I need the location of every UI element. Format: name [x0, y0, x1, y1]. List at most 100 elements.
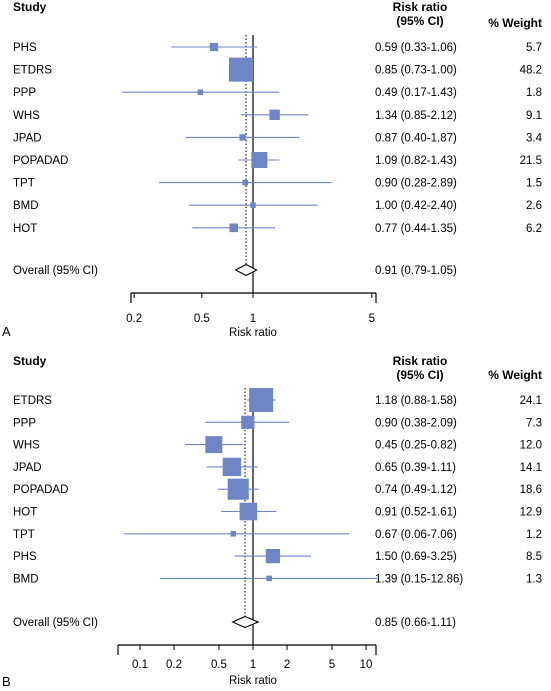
risk-ratio-ci-value: 0.65 (0.39-1.11)	[375, 462, 456, 474]
x-tick-label: 1	[250, 313, 256, 325]
study-name: TPT	[13, 178, 35, 190]
effect-size-square	[222, 457, 242, 477]
overall-diamond	[234, 263, 258, 277]
panel-letter: B	[2, 674, 11, 689]
header-study: Study	[13, 354, 47, 368]
study-name: PPP	[13, 417, 36, 429]
risk-ratio-ci-value: 1.00 (0.42-2.40)	[375, 200, 457, 212]
risk-ratio-ci-value: 0.77 (0.44-1.35)	[375, 223, 457, 235]
risk-ratio-ci-value: 0.87 (0.40-1.87)	[375, 132, 457, 144]
overall-ci-value: 0.85 (0.66-1.11)	[375, 617, 456, 629]
effect-size-square	[265, 548, 281, 564]
x-tick-label: 0.5	[194, 313, 210, 325]
study-name: PPP	[13, 87, 36, 99]
effect-size-square	[205, 436, 223, 454]
study-name: ETDRS	[13, 65, 52, 77]
weight-value: 1.5	[526, 178, 542, 190]
weight-value: 12.9	[520, 507, 542, 519]
weight-value: 24.1	[520, 395, 542, 407]
study-name: HOT	[13, 223, 37, 235]
risk-ratio-ci-value: 0.90 (0.38-2.09)	[375, 417, 457, 429]
study-name: HOT	[13, 507, 37, 519]
weight-value: 1.8	[526, 87, 542, 99]
effect-size-square	[239, 134, 246, 141]
risk-ratio-ci-value: 0.49 (0.17-1.43)	[375, 87, 457, 99]
weight-value: 1.2	[526, 529, 542, 541]
risk-ratio-ci-value: 0.67 (0.06-7.06)	[375, 529, 457, 541]
x-tick-label: 5	[369, 313, 375, 325]
risk-ratio-ci-value: 0.59 (0.33-1.06)	[375, 42, 457, 54]
header-risk-ratio: Risk ratio	[393, 0, 448, 14]
weight-value: 14.1	[520, 462, 542, 474]
risk-ratio-ci-value: 1.09 (0.82-1.43)	[375, 155, 457, 167]
x-tick-label: 10	[360, 659, 373, 671]
weight-value: 18.6	[520, 484, 542, 496]
study-name: BMD	[13, 573, 39, 585]
weight-value: 12.0	[520, 440, 542, 452]
forest-panel-a: Study Risk ratio(95% CI) % Weight PHS 0.59 (…	[2, 0, 543, 339]
risk-ratio-ci-value: 0.74 (0.49-1.12)	[375, 484, 457, 496]
header-weight: % Weight	[488, 16, 542, 30]
effect-size-square	[266, 575, 272, 582]
x-tick-label: 0.5	[211, 659, 227, 671]
study-name: WHS	[13, 440, 40, 452]
risk-ratio-ci-value: 0.91 (0.52-1.61)	[375, 507, 457, 519]
study-name: PHS	[13, 551, 37, 563]
effect-size-square	[229, 57, 254, 82]
x-tick-label: 2	[284, 659, 290, 671]
study-name: BMD	[13, 200, 39, 212]
risk-ratio-ci-value: 1.18 (0.88-1.58)	[375, 395, 457, 407]
study-name: ETDRS	[13, 395, 52, 407]
effect-size-square	[242, 179, 248, 186]
effect-size-square	[229, 223, 239, 233]
overall-ci-value: 0.91 (0.79-1.05)	[375, 265, 457, 277]
x-tick-label: 0.2	[126, 313, 142, 325]
risk-ratio-ci-value: 0.45 (0.25-0.82)	[375, 440, 457, 452]
x-axis-title: Risk ratio	[229, 675, 277, 687]
weight-value: 6.2	[526, 223, 542, 235]
weight-value: 7.3	[526, 417, 542, 429]
study-name: PHS	[13, 42, 37, 54]
risk-ratio-ci-value: 1.39 (0.15-12.86)	[375, 573, 463, 585]
x-tick-label: 5	[329, 659, 335, 671]
panel-letter: A	[2, 324, 11, 339]
header-risk-ratio: Risk ratio	[393, 354, 448, 368]
study-name: POPADAD	[13, 155, 68, 167]
weight-value: 8.5	[526, 551, 542, 563]
study-name: WHS	[13, 110, 40, 122]
study-name: JPAD	[13, 462, 42, 474]
risk-ratio-ci-value: 0.85 (0.73-1.00)	[375, 65, 457, 77]
weight-value: 48.2	[520, 65, 542, 77]
header-ci: (95% CI)	[396, 368, 443, 382]
effect-size-square	[251, 151, 268, 169]
effect-size-square	[230, 531, 237, 537]
header-study: Study	[13, 0, 47, 14]
weight-value: 21.5	[520, 155, 542, 167]
effect-size-square	[209, 42, 219, 52]
effect-size-square	[241, 415, 255, 429]
study-name: TPT	[13, 529, 35, 541]
weight-value: 1.3	[526, 573, 542, 585]
weight-value: 5.7	[526, 42, 542, 54]
effect-size-square	[250, 202, 256, 208]
effect-size-square	[239, 502, 258, 521]
header-ci: (95% CI)	[396, 14, 443, 28]
x-tick-label: 1	[250, 659, 256, 671]
weight-value: 2.6	[526, 200, 542, 212]
risk-ratio-ci-value: 1.50 (0.69-3.25)	[375, 551, 457, 563]
x-tick-label: 0.1	[132, 659, 148, 671]
overall-label: Overall (95% CI)	[13, 617, 98, 629]
weight-value: 9.1	[526, 110, 542, 122]
overall-label: Overall (95% CI)	[13, 265, 98, 277]
overall-diamond	[231, 615, 260, 629]
risk-ratio-ci-value: 1.34 (0.85-2.12)	[375, 110, 457, 122]
study-name: JPAD	[13, 132, 42, 144]
effect-size-square	[197, 89, 204, 95]
x-tick-label: 0.2	[166, 659, 182, 671]
header-weight: % Weight	[488, 368, 542, 382]
effect-size-square	[249, 388, 274, 412]
study-name: POPADAD	[13, 484, 68, 496]
weight-value: 3.4	[526, 132, 543, 144]
